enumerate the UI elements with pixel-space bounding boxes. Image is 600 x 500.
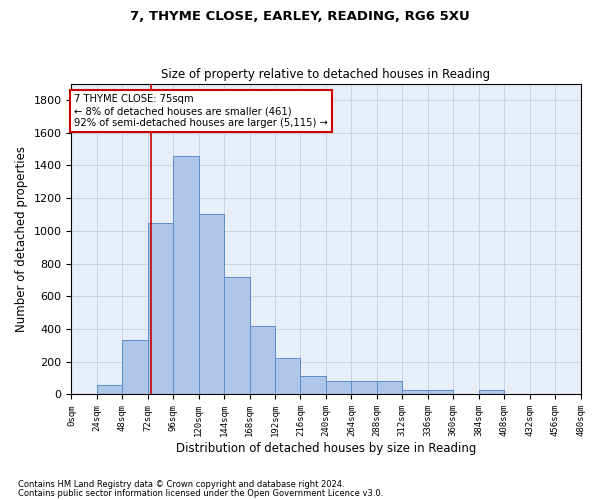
X-axis label: Distribution of detached houses by size in Reading: Distribution of detached houses by size …	[176, 442, 476, 455]
Text: Contains public sector information licensed under the Open Government Licence v3: Contains public sector information licen…	[18, 489, 383, 498]
Bar	[377, 382, 403, 394]
Bar	[326, 382, 352, 394]
Bar	[173, 156, 199, 394]
Bar	[479, 390, 504, 394]
Y-axis label: Number of detached properties: Number of detached properties	[15, 146, 28, 332]
Bar	[148, 222, 173, 394]
Text: 7, THYME CLOSE, EARLEY, READING, RG6 5XU: 7, THYME CLOSE, EARLEY, READING, RG6 5XU	[130, 10, 470, 23]
Bar	[122, 340, 148, 394]
Bar	[199, 214, 224, 394]
Text: 7 THYME CLOSE: 75sqm
← 8% of detached houses are smaller (461)
92% of semi-detac: 7 THYME CLOSE: 75sqm ← 8% of detached ho…	[74, 94, 328, 128]
Bar	[352, 382, 377, 394]
Bar	[250, 326, 275, 394]
Bar	[275, 358, 301, 394]
Bar	[97, 386, 122, 394]
Text: Contains HM Land Registry data © Crown copyright and database right 2024.: Contains HM Land Registry data © Crown c…	[18, 480, 344, 489]
Bar	[403, 390, 428, 394]
Bar	[301, 376, 326, 394]
Title: Size of property relative to detached houses in Reading: Size of property relative to detached ho…	[161, 68, 491, 81]
Bar	[224, 276, 250, 394]
Bar	[428, 390, 453, 394]
